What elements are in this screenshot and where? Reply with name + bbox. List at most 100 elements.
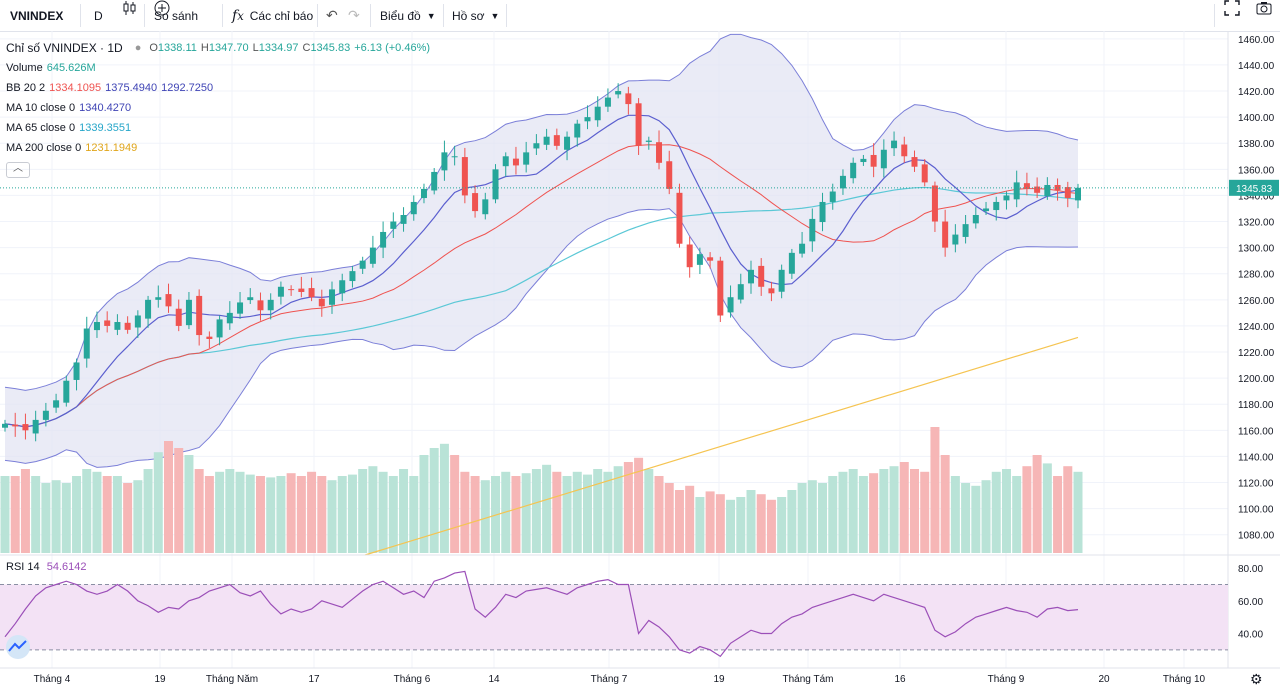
chart-type-dropdown[interactable]: Biểu đồ ▼	[380, 0, 436, 31]
candle-body	[441, 152, 448, 171]
legend-title-row: Chỉ số VNINDEX · 1D ● O 1338.11 H 1347.70 …	[6, 38, 434, 58]
volume-bar	[726, 499, 736, 553]
candle-body	[369, 247, 376, 264]
candle-body	[502, 156, 509, 167]
toolbar-divider	[443, 4, 444, 27]
volume-bar	[685, 485, 695, 553]
volume-bar	[552, 471, 562, 553]
rsi-tick-label: 60.00	[1238, 597, 1263, 608]
volume-bar	[266, 477, 276, 553]
rsi-band-fill	[0, 584, 1228, 650]
redo-button[interactable]: ↷	[348, 0, 360, 31]
price-tick-label: 1160.00	[1238, 426, 1274, 437]
volume-bar	[899, 462, 909, 553]
undo-button[interactable]: ↶	[326, 0, 338, 31]
interval-button[interactable]: D	[94, 8, 103, 23]
indicators-button[interactable]: fx Các chỉ báo	[232, 0, 313, 31]
candle-body	[788, 252, 795, 274]
compare-button[interactable]: So sánh	[154, 0, 198, 31]
ma10-value: 1340.4270	[79, 102, 132, 114]
candle-body	[768, 288, 775, 294]
volume-bar	[0, 476, 10, 553]
volume-bar	[582, 474, 592, 553]
legend-volume-row: Volume 645.626M	[6, 58, 434, 78]
candle-body	[594, 106, 601, 121]
volume-label: Volume	[6, 62, 43, 74]
candle-body	[1013, 182, 1020, 200]
candle-body	[615, 91, 622, 95]
volume-bar	[787, 490, 797, 553]
candle-body	[32, 419, 39, 434]
price-tick-label: 1240.00	[1238, 322, 1275, 333]
candle-body	[308, 288, 315, 298]
price-tick-label: 1260.00	[1238, 296, 1275, 307]
price-tick-label: 1300.00	[1238, 244, 1275, 255]
indicators-label: Các chỉ báo	[249, 8, 314, 23]
candle-body	[257, 300, 264, 311]
volume-bar	[307, 471, 317, 553]
volume-bar	[460, 471, 470, 553]
candle-body	[584, 117, 591, 122]
volume-bar	[756, 494, 766, 553]
volume-bar	[623, 462, 633, 553]
candle-body	[298, 288, 305, 292]
price-tick-label: 1100.00	[1238, 505, 1274, 516]
volume-bar	[562, 476, 572, 553]
volume-bar	[766, 499, 776, 553]
legend-title: Chỉ số VNINDEX · 1D	[6, 41, 123, 55]
volume-bar	[920, 471, 930, 553]
candle-body	[247, 297, 254, 301]
candle-body	[196, 295, 203, 336]
volume-bar	[317, 476, 327, 553]
volume-bar	[818, 483, 828, 553]
candle-body	[543, 136, 550, 145]
toolbar-divider	[222, 4, 223, 27]
volume-bar	[715, 494, 725, 553]
low-value: 1334.97	[258, 42, 299, 54]
candle-body	[1023, 183, 1030, 189]
candle-body	[155, 297, 162, 300]
volume-bar	[491, 476, 501, 553]
candle-body	[237, 302, 244, 314]
fullscreen-icon	[1224, 0, 1240, 16]
candle-body	[318, 298, 325, 307]
collapse-legend-button[interactable]: ︿	[6, 161, 30, 178]
price-tick-label: 1140.00	[1238, 452, 1274, 463]
legend-dot: ●	[134, 42, 142, 54]
candle-body	[165, 294, 172, 307]
candle-body	[1034, 186, 1041, 193]
candle-body	[993, 201, 1000, 211]
settings-gear-icon[interactable]: ⚙	[1250, 671, 1263, 687]
volume-bar	[123, 483, 133, 553]
candle-body	[656, 142, 663, 163]
toolbar-divider	[80, 4, 81, 27]
candle-body	[962, 224, 969, 237]
ma65-value: 1339.3551	[79, 122, 132, 134]
candle-body	[267, 299, 274, 311]
candle-body	[104, 320, 111, 326]
volume-bar	[664, 483, 674, 553]
candle-body	[778, 269, 785, 292]
change-value: +6.13 (+0.46%)	[354, 42, 431, 54]
volume-bar	[204, 476, 214, 553]
volume-bar	[695, 497, 705, 553]
ma200-label: MA 200 close 0	[6, 142, 82, 154]
profile-dropdown[interactable]: Hồ sơ ▼	[452, 0, 499, 31]
last-price-label: 1345.83	[1236, 184, 1273, 195]
candle-body	[839, 175, 846, 189]
bollinger-mid-line	[4, 144, 1079, 428]
candle-body	[737, 284, 744, 300]
candle-body	[829, 191, 836, 202]
volume-bar	[961, 483, 971, 553]
close-value: 1345.83	[310, 42, 351, 54]
rsi-legend: RSI 14 54.6142	[6, 561, 86, 573]
candle-body	[523, 152, 530, 165]
candle-body	[2, 423, 8, 428]
compare-label: So sánh	[154, 8, 199, 23]
volume-bar	[674, 490, 684, 553]
volume-bar	[378, 471, 388, 553]
symbol-search[interactable]: VNINDEX	[10, 8, 64, 23]
candle-body	[73, 362, 80, 380]
volume-bar	[470, 476, 480, 553]
